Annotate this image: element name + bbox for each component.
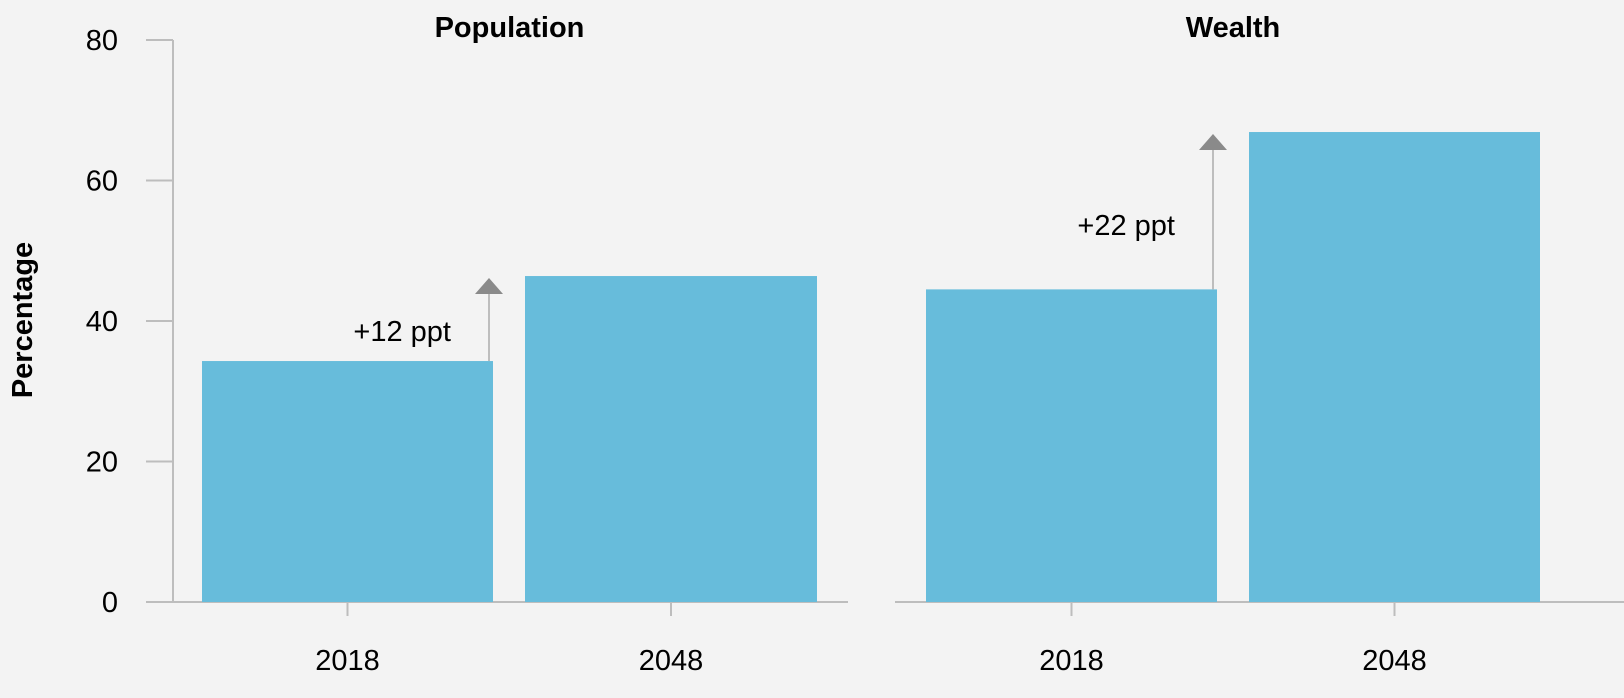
panel-population: Population 2018 2048 +12 ppt [146,12,848,677]
bar-2018 [202,361,493,602]
y-axis: 0 20 40 60 80 [86,25,174,619]
bar-2018 [926,289,1217,602]
change-arrow-head [475,278,503,295]
x-tick-label: 2018 [1039,645,1104,677]
panel-wealth: Wealth 2018 2048 +22 ppt [895,12,1624,677]
x-tick-label: 2048 [639,645,704,677]
panel-title: Population [435,12,585,44]
y-tick-label: 60 [86,166,118,198]
panel-title: Wealth [1186,12,1281,44]
y-axis-title: Percentage [7,242,39,398]
bar-2048 [525,276,817,602]
y-tick-label: 0 [102,587,118,619]
change-arrow-head [1199,134,1227,151]
panels: Population 2018 2048 +12 ppt Wealth 2018 2048 +… [146,12,1624,677]
y-tick-label: 80 [86,25,118,57]
bar-2048 [1249,132,1540,602]
change-annotation: +22 ppt [1077,210,1175,242]
y-tick-label: 20 [86,447,118,479]
x-tick-label: 2048 [1362,645,1427,677]
x-tick-label: 2018 [315,645,380,677]
y-tick-label: 40 [86,306,118,338]
change-annotation: +12 ppt [353,316,451,348]
